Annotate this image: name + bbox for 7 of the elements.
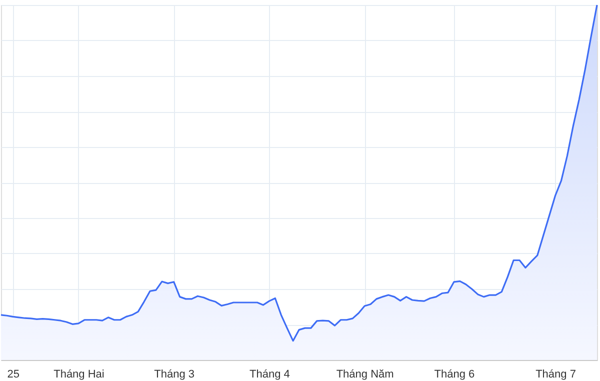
x-tick-label: Tháng 7: [536, 368, 576, 380]
x-tick-label: Tháng Năm: [336, 368, 394, 380]
x-tick-label: 25: [7, 368, 20, 380]
x-tick-label: Tháng 3: [154, 368, 195, 380]
x-tick-label: Tháng Hai: [54, 368, 104, 380]
x-tick-label: Tháng 4: [250, 368, 290, 380]
x-tick-label: Tháng 6: [434, 368, 475, 380]
